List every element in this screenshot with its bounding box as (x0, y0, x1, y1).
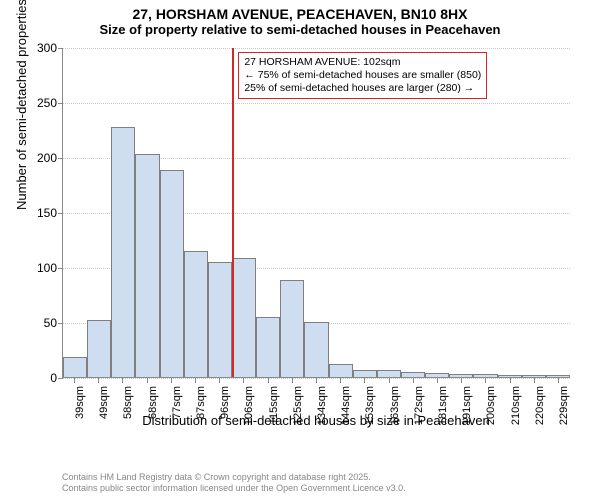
bar (546, 375, 570, 377)
annotation-line2: ← 75% of semi-detached houses are smalle… (244, 69, 481, 82)
x-tick-mark (413, 378, 414, 383)
chart-title-main: 27, HORSHAM AVENUE, PEACEHAVEN, BN10 8HX (0, 0, 600, 22)
x-tick-mark (74, 378, 75, 383)
y-tick-label: 300 (37, 41, 57, 55)
annotation-line1: 27 HORSHAM AVENUE: 102sqm (244, 56, 481, 69)
bar (498, 375, 522, 377)
bar (449, 374, 473, 377)
y-tick-label: 0 (50, 371, 57, 385)
x-axis-label: Distribution of semi-detached houses by … (62, 413, 570, 428)
chart-title-sub: Size of property relative to semi-detach… (0, 22, 600, 41)
x-tick-mark (485, 378, 486, 383)
annotation-box: 27 HORSHAM AVENUE: 102sqm ← 75% of semi-… (238, 52, 487, 99)
y-tick-label: 100 (37, 261, 57, 275)
bar (208, 262, 232, 378)
x-tick-mark (171, 378, 172, 383)
bar (377, 370, 401, 377)
x-tick-mark (219, 378, 220, 383)
bar (135, 154, 159, 377)
x-tick-mark (195, 378, 196, 383)
x-tick-mark (340, 378, 341, 383)
x-tick-mark (292, 378, 293, 383)
annotation-line3: 25% of semi-detached houses are larger (… (244, 82, 481, 95)
bar (184, 251, 208, 378)
bar (522, 375, 546, 377)
x-tick-mark (389, 378, 390, 383)
bar (401, 372, 425, 378)
bar (256, 317, 280, 378)
bar (304, 322, 328, 377)
bar (329, 364, 353, 377)
x-tick-mark (437, 378, 438, 383)
x-tick-mark (268, 378, 269, 383)
bar (111, 127, 135, 377)
bar (280, 280, 304, 377)
x-tick-mark (534, 378, 535, 383)
y-tick-label: 50 (44, 316, 57, 330)
x-tick-mark (98, 378, 99, 383)
y-tick-label: 200 (37, 151, 57, 165)
footer-line1: Contains HM Land Registry data © Crown c… (62, 472, 406, 483)
y-tick-label: 150 (37, 206, 57, 220)
x-tick-mark (510, 378, 511, 383)
bar (353, 370, 377, 377)
x-tick-mark (147, 378, 148, 383)
footer-line2: Contains public sector information licen… (62, 483, 406, 494)
bar (425, 373, 449, 377)
plot-region: 050100150200250300 27 HORSHAM AVENUE: 10… (62, 48, 570, 378)
bar (473, 374, 497, 377)
y-tick-label: 250 (37, 96, 57, 110)
x-tick-mark (122, 378, 123, 383)
bar (63, 357, 87, 377)
bar (232, 258, 256, 377)
x-tick-mark (364, 378, 365, 383)
reference-line (232, 48, 234, 377)
chart-area: 050100150200250300 27 HORSHAM AVENUE: 10… (62, 48, 570, 408)
x-tick-mark (316, 378, 317, 383)
y-axis-label: Number of semi-detached properties (14, 0, 29, 210)
x-tick-mark (461, 378, 462, 383)
bar (87, 320, 111, 377)
attribution-footer: Contains HM Land Registry data © Crown c… (62, 472, 406, 494)
x-tick-mark (558, 378, 559, 383)
x-tick-mark (243, 378, 244, 383)
bar (160, 170, 184, 377)
